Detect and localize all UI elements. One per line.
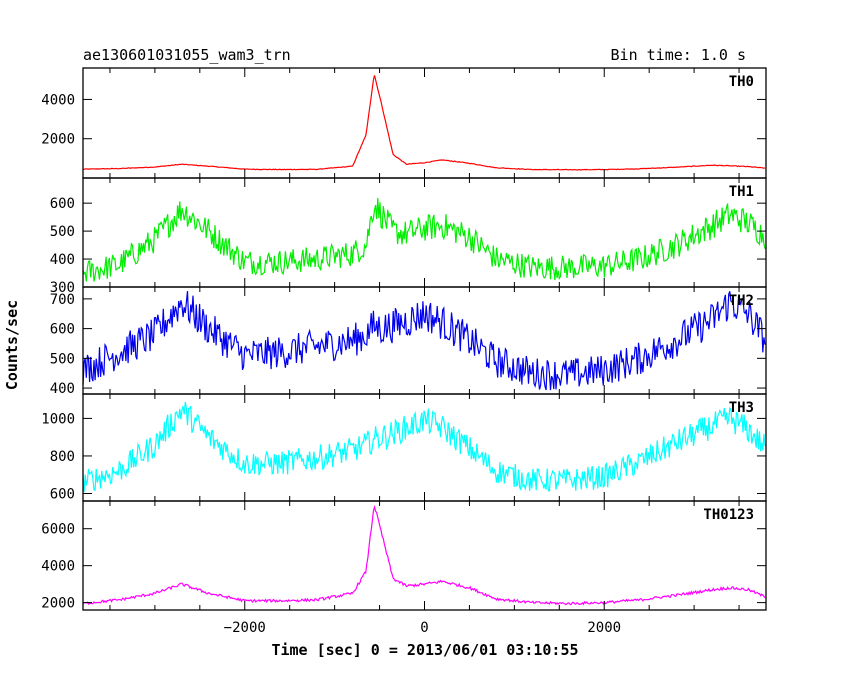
bin-time-label: Bin time: 1.0 s — [611, 46, 746, 64]
y-tick-label: 1000 — [41, 411, 75, 427]
series-line-th0 — [83, 75, 766, 171]
series-line-th3 — [83, 401, 766, 493]
panel-frame — [82, 500, 767, 611]
y-tick-label: 500 — [50, 224, 75, 240]
y-tick-label: 2000 — [41, 132, 75, 148]
y-tick-label: 2000 — [41, 596, 75, 612]
y-tick-label: 6000 — [41, 522, 75, 538]
x-tick-label: −2000 — [224, 620, 266, 636]
panel-label-th1: TH1 — [729, 184, 754, 200]
panel-th0123: TH0123 2000 4000 6000 — [41, 500, 767, 612]
panel-label-th3: TH3 — [729, 400, 754, 416]
panel-frame — [82, 67, 767, 179]
y-axis-label: Counts/sec — [3, 300, 21, 390]
y-tick-label: 700 — [50, 292, 75, 308]
x-axis-label: Time [sec] 0 = 2013/06/01 03:10:55 — [271, 641, 578, 659]
y-tick-label: 600 — [50, 322, 75, 338]
panel-th1: TH1 300 400 500 600 — [50, 177, 767, 296]
panel-label-th2: TH2 — [729, 293, 754, 309]
y-tick-label: 500 — [50, 351, 75, 367]
y-tick-label: 4000 — [41, 559, 75, 575]
y-tick-label: 600 — [50, 196, 75, 212]
y-tick-label: 400 — [50, 252, 75, 268]
panel-frame — [82, 286, 767, 395]
y-tick-label: 300 — [50, 280, 75, 296]
chart-title: ae130601031055_wam3_trn — [83, 46, 291, 64]
panel-label-th0123: TH0123 — [703, 507, 754, 523]
panel-label-th0: TH0 — [729, 74, 754, 90]
panel-frame — [82, 393, 767, 502]
y-tick-label: 800 — [50, 449, 75, 465]
panel-th2: TH2 400 500 600 700 — [50, 286, 767, 397]
y-tick-label: 600 — [50, 486, 75, 502]
series-line-th1 — [83, 198, 766, 282]
panel-th0: TH0 2000 4000 — [41, 67, 767, 179]
panel-th3: TH3 600 800 1000 — [41, 393, 767, 502]
series-line-th2 — [83, 291, 766, 391]
x-tick-label: 0 — [420, 620, 428, 636]
x-tick-label: 2000 — [587, 620, 621, 636]
series-line-th0123 — [83, 504, 766, 606]
y-tick-label: 4000 — [41, 92, 75, 108]
y-tick-label: 400 — [50, 381, 75, 397]
